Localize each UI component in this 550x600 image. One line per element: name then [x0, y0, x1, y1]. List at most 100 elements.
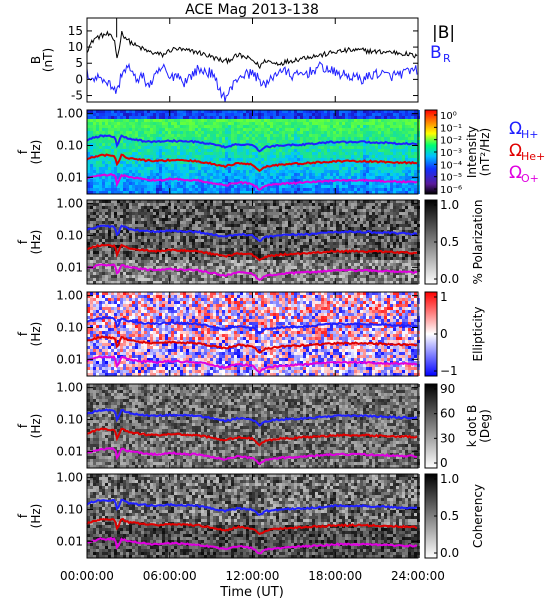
- heatmap-cell: [237, 206, 240, 209]
- heatmap-cell: [201, 146, 204, 149]
- heatmap-cell: [357, 134, 360, 137]
- heatmap-cell: [144, 170, 147, 173]
- heatmap-cell: [315, 149, 318, 152]
- heatmap-cell: [171, 260, 174, 263]
- heatmap-cell: [246, 158, 249, 161]
- heatmap-cell: [138, 281, 141, 284]
- heatmap-cell: [243, 269, 246, 272]
- heatmap-cell: [270, 233, 273, 236]
- heatmap-cell: [258, 116, 261, 119]
- heatmap-cell: [258, 236, 261, 239]
- heatmap-cell: [399, 125, 402, 128]
- heatmap-cell: [249, 122, 252, 125]
- heatmap-cell: [222, 239, 225, 242]
- heatmap-cell: [132, 152, 135, 155]
- heatmap-cell: [228, 110, 231, 113]
- heatmap-cell: [366, 155, 369, 158]
- heatmap-cell: [135, 269, 138, 272]
- heatmap-cell: [294, 152, 297, 155]
- heatmap-cell: [210, 191, 213, 194]
- heatmap-cell: [210, 122, 213, 125]
- heatmap-cell: [204, 149, 207, 152]
- heatmap-cell: [117, 116, 120, 119]
- heatmap-cell: [411, 185, 414, 188]
- heatmap-cell: [294, 134, 297, 137]
- heatmap-cell: [270, 203, 273, 206]
- heatmap-cell: [255, 251, 258, 254]
- heatmap-cell: [345, 182, 348, 185]
- heatmap-cell: [141, 263, 144, 266]
- heatmap-cell: [186, 143, 189, 146]
- heatmap-cell: [153, 257, 156, 260]
- heatmap-cell: [87, 110, 90, 113]
- heatmap-cell: [384, 185, 387, 188]
- heatmap-cell: [129, 179, 132, 182]
- heatmap-cell: [171, 110, 174, 113]
- heatmap-cell: [102, 251, 105, 254]
- heatmap-cell: [297, 191, 300, 194]
- heatmap-cell: [240, 218, 243, 221]
- heatmap-cell: [303, 131, 306, 134]
- heatmap-cell: [144, 269, 147, 272]
- heatmap-cell: [273, 191, 276, 194]
- heatmap-cell: [183, 146, 186, 149]
- heatmap-cell: [138, 278, 141, 281]
- heatmap-cell: [222, 158, 225, 161]
- heatmap-cell: [87, 113, 90, 116]
- heatmap-cell: [183, 119, 186, 122]
- heatmap-cell: [261, 206, 264, 209]
- heatmap-cell: [300, 128, 303, 131]
- heatmap-cell: [330, 143, 333, 146]
- heatmap-cell: [339, 191, 342, 194]
- heatmap-cell: [105, 185, 108, 188]
- heatmap-cell: [99, 149, 102, 152]
- heatmap-cell: [162, 209, 165, 212]
- heatmap-cell: [411, 113, 414, 116]
- heatmap-cell: [162, 224, 165, 227]
- heatmap-cell: [111, 158, 114, 161]
- heatmap-cell: [183, 233, 186, 236]
- heatmap-cell: [162, 272, 165, 275]
- heatmap-cell: [105, 122, 108, 125]
- heatmap-cell: [102, 191, 105, 194]
- heatmap-cell: [291, 191, 294, 194]
- heatmap-cell: [138, 152, 141, 155]
- heatmap-cell: [186, 266, 189, 269]
- heatmap-cell: [351, 128, 354, 131]
- heatmap-cell: [144, 266, 147, 269]
- heatmap-cell: [249, 260, 252, 263]
- heatmap-cell: [132, 221, 135, 224]
- heatmap-cell: [171, 125, 174, 128]
- heatmap-cell: [231, 227, 234, 230]
- heatmap-cell: [210, 128, 213, 131]
- heatmap-cell: [357, 170, 360, 173]
- heatmap-cell: [171, 137, 174, 140]
- heatmap-cell: [309, 137, 312, 140]
- heatmap-cell: [222, 218, 225, 221]
- heatmap-cell: [141, 188, 144, 191]
- heatmap-cell: [135, 119, 138, 122]
- heatmap-cell: [240, 131, 243, 134]
- heatmap-cell: [321, 182, 324, 185]
- heatmap-cell: [315, 182, 318, 185]
- heatmap-cell: [216, 209, 219, 212]
- heatmap-cell: [147, 176, 150, 179]
- heatmap-cell: [93, 275, 96, 278]
- heatmap-cell: [213, 200, 216, 203]
- heatmap-cell: [93, 200, 96, 203]
- heatmap-cell: [375, 182, 378, 185]
- heatmap-cell: [195, 128, 198, 131]
- heatmap-cell: [303, 128, 306, 131]
- heatmap-cell: [159, 212, 162, 215]
- heatmap-cell: [186, 209, 189, 212]
- heatmap-cell: [186, 239, 189, 242]
- heatmap-cell: [120, 146, 123, 149]
- heatmap-cell: [414, 173, 417, 176]
- heatmap-cell: [123, 257, 126, 260]
- heatmap-cell: [273, 140, 276, 143]
- heatmap-cell: [396, 125, 399, 128]
- heatmap-cell: [180, 173, 183, 176]
- heatmap-cell: [267, 248, 270, 251]
- heatmap-cell: [105, 158, 108, 161]
- heatmap-cell: [180, 155, 183, 158]
